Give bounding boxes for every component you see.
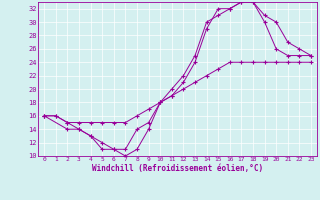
X-axis label: Windchill (Refroidissement éolien,°C): Windchill (Refroidissement éolien,°C) [92, 164, 263, 173]
